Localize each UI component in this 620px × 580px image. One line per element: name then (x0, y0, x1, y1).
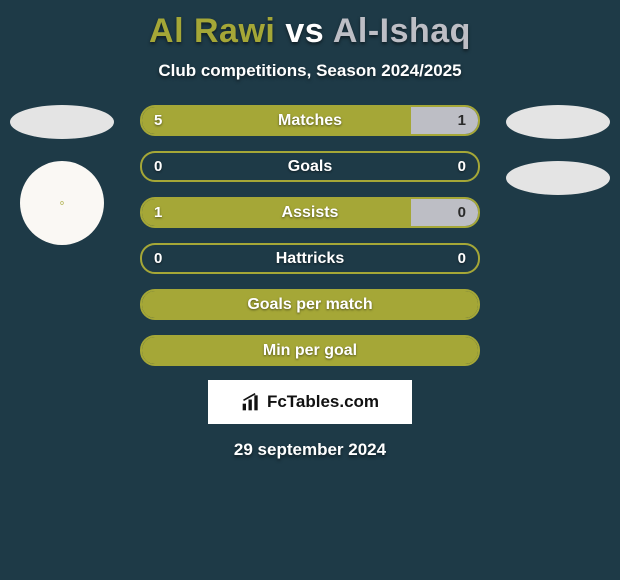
stat-bar-goals: 00Goals (140, 151, 480, 182)
stat-right-value: 0 (458, 204, 466, 221)
stat-right-segment: 1 (411, 107, 478, 134)
stat-right-value: 0 (458, 158, 466, 175)
stat-left-value: 0 (154, 158, 162, 175)
brand-text: FcTables.com (267, 392, 379, 412)
club-logo-text: ⚬ (57, 197, 66, 210)
stat-left-value: 5 (154, 112, 162, 129)
player1-name: Al Rawi (149, 12, 275, 50)
comparison-content: ⚬ 51Matches00Goals10Assists00HattricksGo… (0, 105, 620, 460)
stat-bar-hattricks: 00Hattricks (140, 243, 480, 274)
stat-bar-assists: 10Assists (140, 197, 480, 228)
player2-photo-placeholder (506, 105, 610, 139)
player2-name: Al-Ishaq (333, 12, 471, 50)
page-title: Al Rawi vs Al-Ishaq (0, 0, 620, 51)
stat-left-segment: 1 (142, 199, 411, 226)
stat-right-value: 1 (458, 112, 466, 129)
player1-club-logo: ⚬ (20, 161, 104, 245)
stat-right-value: 0 (458, 250, 466, 267)
comparison-bars: 51Matches00Goals10Assists00HattricksGoal… (140, 105, 480, 366)
subtitle: Club competitions, Season 2024/2025 (0, 61, 620, 81)
player1-logo-column: ⚬ (6, 105, 118, 245)
brand-box[interactable]: FcTables.com (208, 380, 412, 424)
date-text: 29 september 2024 (0, 440, 620, 460)
stat-left-value: 1 (154, 204, 162, 221)
player1-photo-placeholder (10, 105, 114, 139)
stat-bar-min-per-goal: Min per goal (140, 335, 480, 366)
stat-left-value: 0 (154, 250, 162, 267)
stat-right-segment: 0 (411, 199, 478, 226)
player2-logo-column (502, 105, 614, 195)
vs-text: vs (285, 12, 324, 50)
stat-bar-goals-per-match: Goals per match (140, 289, 480, 320)
chart-icon (241, 392, 261, 412)
stat-left-segment: 5 (142, 107, 411, 134)
player2-club-logo-placeholder (506, 161, 610, 195)
stat-bar-matches: 51Matches (140, 105, 480, 136)
